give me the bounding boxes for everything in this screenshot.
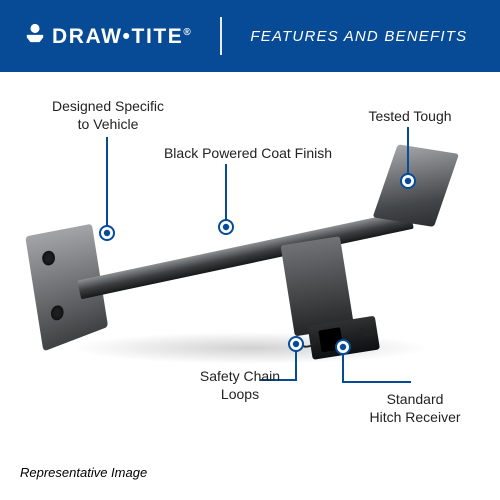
brand-name-text: DRAW•TITE	[52, 25, 183, 48]
cross-bar	[77, 210, 414, 299]
callout-label-loops: Safety ChainLoops	[180, 367, 300, 403]
product-stage: Representative Image Designed Specificto…	[0, 72, 500, 500]
brand-name: DRAW•TITE®	[52, 25, 192, 49]
header-divider	[220, 17, 222, 55]
callout-label-designed: Designed Specificto Vehicle	[33, 97, 183, 133]
image-caption: Representative Image	[20, 465, 147, 480]
hitch-ball-icon	[24, 23, 46, 43]
right-mount-plate	[373, 144, 459, 227]
registered-mark: ®	[183, 27, 192, 38]
header-tagline: FEATURES AND BENEFITS	[250, 28, 467, 45]
callout-label-tested: Tested Tough	[350, 107, 470, 125]
header-bar: DRAW•TITE® FEATURES AND BENEFITS	[0, 0, 500, 72]
callout-label-finish: Black Powered Coat Finish	[138, 144, 358, 162]
brand-logo: DRAW•TITE®	[24, 23, 192, 49]
callout-label-receiver: StandardHitch Receiver	[355, 390, 475, 426]
